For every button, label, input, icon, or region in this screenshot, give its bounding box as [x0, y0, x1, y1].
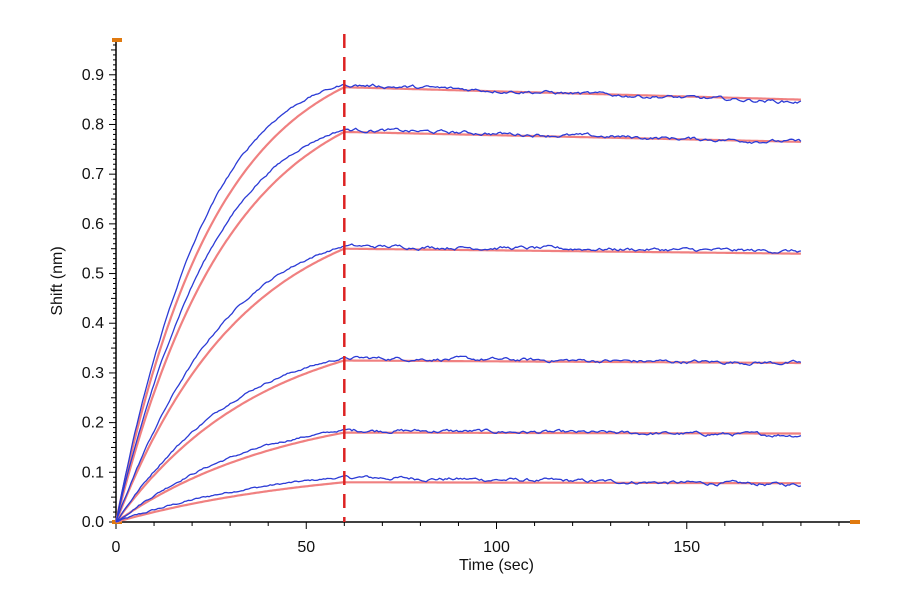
y-tick-label: 0.8: [82, 116, 104, 133]
fit-curve: [114, 86, 801, 523]
y-tick-label: 0.6: [82, 216, 104, 233]
y-axis-label: Shift (nm): [49, 246, 66, 315]
measured-curve: [115, 355, 802, 523]
y-tick-label: 0.0: [82, 514, 104, 531]
x-tick-label: 50: [297, 539, 315, 556]
y-tick-label: 0.2: [82, 415, 104, 432]
measured-curves: [115, 83, 802, 523]
fit-curve: [115, 481, 801, 524]
y-tick-label: 0.4: [82, 315, 104, 332]
x-tick-label: 0: [112, 539, 121, 556]
fit-curves: [114, 86, 801, 524]
fit-curve: [115, 431, 801, 523]
measured-curve: [115, 127, 802, 522]
fit-curve: [114, 247, 801, 523]
y-tick-label: 0.9: [82, 67, 104, 84]
y-tick-label: 0.7: [82, 166, 104, 183]
x-ticks: 0 50 100 150: [112, 522, 840, 556]
axis-end-marks: [112, 38, 860, 524]
y-tick-label: 0.1: [82, 464, 104, 481]
fit-curve: [114, 130, 801, 523]
x-tick-label: 150: [673, 539, 700, 556]
x-axis-label: Time (sec): [459, 557, 534, 574]
measured-curve: [115, 428, 802, 523]
y-tick-label: 0.3: [82, 365, 104, 382]
y-ticks: 0.0 0.1 0.2 0.3 0.4 0.5 0.6 0.7 0.8 0.9: [82, 44, 116, 531]
x-tick-label: 100: [483, 539, 510, 556]
measured-curve: [115, 474, 802, 523]
measured-curve: [115, 83, 802, 523]
axes: 0.0 0.1 0.2 0.3 0.4 0.5 0.6 0.7 0.8 0.9 0 50 100 150: [82, 38, 860, 556]
measured-curve: [115, 243, 802, 523]
y-tick-label: 0.5: [82, 266, 104, 283]
fit-curve: [115, 359, 801, 523]
